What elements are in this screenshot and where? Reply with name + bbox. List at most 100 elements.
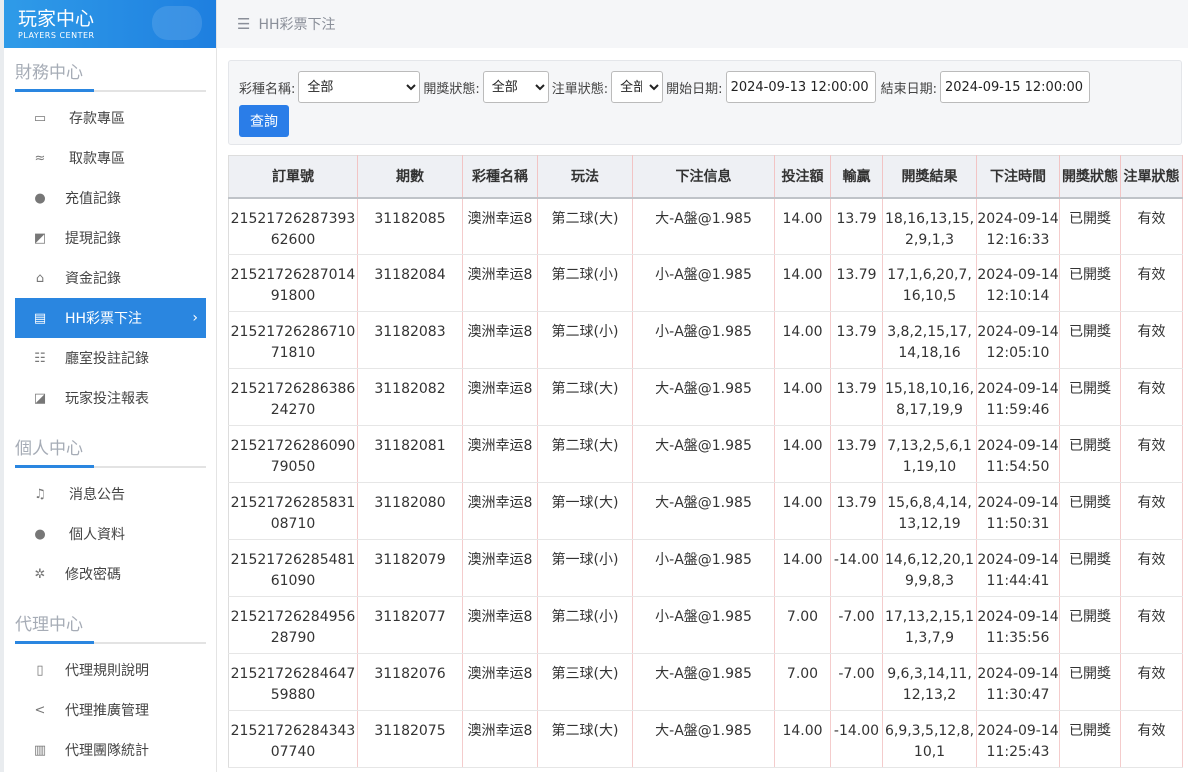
sidebar-item[interactable]: ☷ 廳室投註記錄 (15, 338, 206, 378)
table-cell: 2152172628638624270 (228, 368, 358, 426)
table-cell: 第二球(小) (537, 311, 633, 369)
table-cell: 已開獎 (1059, 596, 1121, 654)
table-row[interactable]: 2152172628548161090 31182079 澳洲幸运8 第一球(小) 小-… (228, 539, 1183, 597)
sidebar-item[interactable]: ♫ 消息公告 (15, 474, 206, 514)
sidebar-item-label: 代理團隊統計 (65, 743, 149, 759)
table-cell: 已開獎 (1059, 653, 1121, 711)
table-cell: 7.00 (774, 653, 831, 711)
table-header: 訂單號 期數 彩種名稱 玩法 下注信息 投注額 輸贏 開獎結果 下注時間 開獎狀態 注單狀態 (228, 155, 1183, 199)
lottery-label: 彩種名稱: (239, 81, 296, 97)
table-cell: -14.00 (830, 539, 883, 597)
table-cell: 澳洲幸运8 (462, 368, 538, 426)
end-date-input[interactable] (939, 71, 1090, 103)
table-cell: 13.79 (830, 197, 883, 255)
table-cell: 第二球(小) (537, 596, 633, 654)
table-cell: 有效 (1120, 368, 1183, 426)
table-cell: 17,13,2,15,11,3,7,9 (882, 596, 977, 654)
share-icon: < (34, 702, 46, 718)
table-cell: 2024-09-14 12:16:33 (976, 197, 1060, 255)
order-status-select[interactable]: 全部 (611, 71, 664, 103)
table-row[interactable]: 2152172628464759880 31182076 澳洲幸运8 第三球(大) 大-… (228, 653, 1183, 711)
table-cell: 2152172628701491800 (228, 254, 358, 312)
sidebar-item[interactable]: ● 充值記錄 (15, 178, 206, 218)
table-cell: 有效 (1120, 482, 1183, 540)
user-icon: ● (34, 526, 46, 542)
table-cell: 大-A盤@1.985 (632, 710, 775, 768)
column-header: 玩法 (537, 155, 633, 199)
table-cell: 已開獎 (1059, 710, 1121, 768)
table-cell: 14.00 (774, 710, 831, 768)
table-cell: 已開獎 (1059, 539, 1121, 597)
table-row[interactable]: 2152172628609079050 31182081 澳洲幸运8 第二球(大) 大-… (228, 425, 1183, 483)
table-cell: -7.00 (830, 596, 883, 654)
table-row[interactable]: 2152172628583108710 31182080 澳洲幸运8 第一球(大) 大-… (228, 482, 1183, 540)
table-cell: 大-A盤@1.985 (632, 653, 775, 711)
table-cell: 澳洲幸运8 (462, 710, 538, 768)
sidebar-item[interactable]: ▭ 存款專區 (15, 98, 206, 138)
table-row[interactable]: 2152172628671071810 31182083 澳洲幸运8 第二球(小) 小-… (228, 311, 1183, 369)
table-cell: 13.79 (830, 254, 883, 312)
sidebar-item-label: 存款專區 (69, 111, 125, 127)
bullet-list-icon: ☷ (34, 350, 46, 366)
sidebar-item[interactable]: < 代理推廣管理 (15, 690, 206, 730)
sidebar-item[interactable]: ▥ 代理團隊統計 (15, 730, 206, 770)
sidebar-item-label: 代理推廣管理 (65, 703, 149, 719)
sidebar-item[interactable]: ◪ 玩家投注報表 (15, 378, 206, 418)
sidebar-item[interactable]: ⌂ 資金記錄 (15, 258, 206, 298)
sidebar-item[interactable]: ◩ 提現記錄 (15, 218, 206, 258)
table-cell: 有效 (1120, 197, 1183, 255)
table-row[interactable]: 2152172628434307740 31182075 澳洲幸运8 第二球(大) 大-… (228, 710, 1183, 768)
table-cell: 31182077 (357, 596, 463, 654)
document-icon: ▯ (36, 662, 44, 678)
sidebar-item[interactable]: ● 個人資料 (15, 514, 206, 554)
column-header: 下注時間 (976, 155, 1060, 199)
table-row[interactable]: 2152172628638624270 31182082 澳洲幸运8 第二球(大) 大-… (228, 368, 1183, 426)
table-cell: 2152172628671071810 (228, 311, 358, 369)
sidebar-item[interactable]: ▯ 代理規則說明 (15, 650, 206, 690)
table-cell: 2152172628495628790 (228, 596, 358, 654)
table-cell: 2024-09-14 11:54:50 (976, 425, 1060, 483)
table-cell: 澳洲幸运8 (462, 653, 538, 711)
table-cell: 14.00 (774, 425, 831, 483)
book-icon: ▥ (33, 742, 47, 758)
list-icon: ▤ (33, 310, 47, 326)
table-cell: 31182082 (357, 368, 463, 426)
table-cell: 大-A盤@1.985 (632, 482, 775, 540)
sidebar-item[interactable]: ▤ HH彩票下注 › (15, 298, 206, 338)
table-cell: 大-A盤@1.985 (632, 425, 775, 483)
table-row[interactable]: 2152172628701491800 31182084 澳洲幸运8 第二球(小) 小-… (228, 254, 1183, 312)
hamburger-icon[interactable]: ☰ (237, 15, 251, 33)
sidebar-item-label: 消息公告 (69, 487, 125, 503)
table-row[interactable]: 2152172628495628790 31182077 澳洲幸运8 第二球(小) 小-… (228, 596, 1183, 654)
filter-panel: 彩種名稱: 全部 開獎狀態: 全部 注單狀態: 全部 開始日期: 結束日期: 查… (228, 60, 1182, 145)
logo[interactable]: 玩家中心 PLAYERS CENTER (4, 0, 216, 48)
table-cell: 大-A盤@1.985 (632, 197, 775, 255)
main-content: 彩種名稱: 全部 開獎狀態: 全部 注單狀態: 全部 開始日期: 結束日期: 查… (217, 48, 1188, 772)
start-date-input[interactable] (725, 71, 876, 103)
draw-status-select[interactable]: 全部 (482, 71, 549, 103)
column-header: 輸贏 (830, 155, 883, 199)
query-button[interactable]: 查詢 (239, 105, 289, 137)
table-cell: 第二球(小) (537, 254, 633, 312)
bets-table: 訂單號 期數 彩種名稱 玩法 下注信息 投注額 輸贏 開獎結果 下注時間 開獎狀態 注單狀態 215… (228, 155, 1183, 768)
sidebar-item[interactable]: ✲ 修改密碼 (15, 554, 206, 594)
logo-subtitle: PLAYERS CENTER (18, 31, 95, 40)
table-row[interactable]: 2152172628739362600 31182085 澳洲幸运8 第二球(大) 大-… (228, 197, 1183, 255)
table-cell: 第二球(大) (537, 425, 633, 483)
table-cell: 2152172628464759880 (228, 653, 358, 711)
column-header: 彩種名稱 (462, 155, 538, 199)
sidebar-section-title: 財務中心 (15, 48, 206, 92)
table-cell: 第三球(大) (537, 653, 633, 711)
hand-money-icon: ≈ (34, 150, 46, 166)
sidebar-item-label: 資金記錄 (65, 271, 121, 287)
table-cell: 澳洲幸运8 (462, 197, 538, 255)
sidebar-item[interactable]: ≈ 取款專區 (15, 138, 206, 178)
table-cell: 有效 (1120, 425, 1183, 483)
table-cell: 2024-09-14 12:10:14 (976, 254, 1060, 312)
column-header: 投注額 (774, 155, 831, 199)
bell-icon: ♫ (34, 486, 46, 502)
table-cell: 2024-09-14 11:35:56 (976, 596, 1060, 654)
sidebar-item-label: HH彩票下注 (65, 311, 143, 327)
lottery-select[interactable]: 全部 (298, 71, 421, 103)
sidebar-item-label: 取款專區 (69, 151, 125, 167)
